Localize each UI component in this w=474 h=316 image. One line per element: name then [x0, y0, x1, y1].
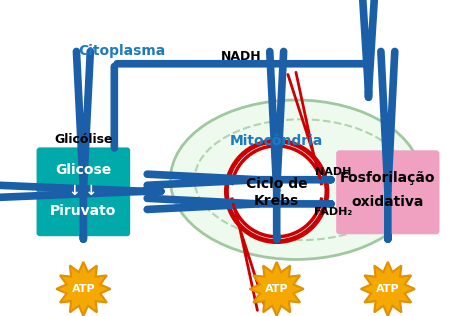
- Circle shape: [227, 141, 327, 241]
- Text: Krebs: Krebs: [254, 194, 299, 208]
- Text: ATP: ATP: [265, 284, 289, 294]
- Text: Piruvato: Piruvato: [50, 204, 117, 218]
- Text: ↓ ↓: ↓ ↓: [69, 184, 98, 198]
- Text: Fosforilação: Fosforilação: [340, 171, 436, 185]
- Text: NADH: NADH: [220, 50, 261, 63]
- Text: ATP: ATP: [376, 284, 400, 294]
- Polygon shape: [56, 262, 110, 316]
- Text: oxidativa: oxidativa: [352, 195, 424, 209]
- Polygon shape: [250, 262, 304, 316]
- Text: Ciclo de: Ciclo de: [246, 177, 308, 191]
- Text: Mitocôndria: Mitocôndria: [230, 134, 323, 148]
- Text: ATP: ATP: [72, 284, 95, 294]
- Polygon shape: [361, 262, 415, 316]
- FancyBboxPatch shape: [38, 149, 129, 235]
- FancyBboxPatch shape: [337, 152, 438, 233]
- Text: Glicólise: Glicólise: [54, 133, 113, 146]
- Text: Citoplasma: Citoplasma: [79, 44, 166, 58]
- Ellipse shape: [170, 100, 422, 259]
- Text: Glicose: Glicose: [55, 163, 111, 177]
- Text: FADH₂: FADH₂: [314, 207, 352, 217]
- Text: NADH: NADH: [315, 167, 351, 177]
